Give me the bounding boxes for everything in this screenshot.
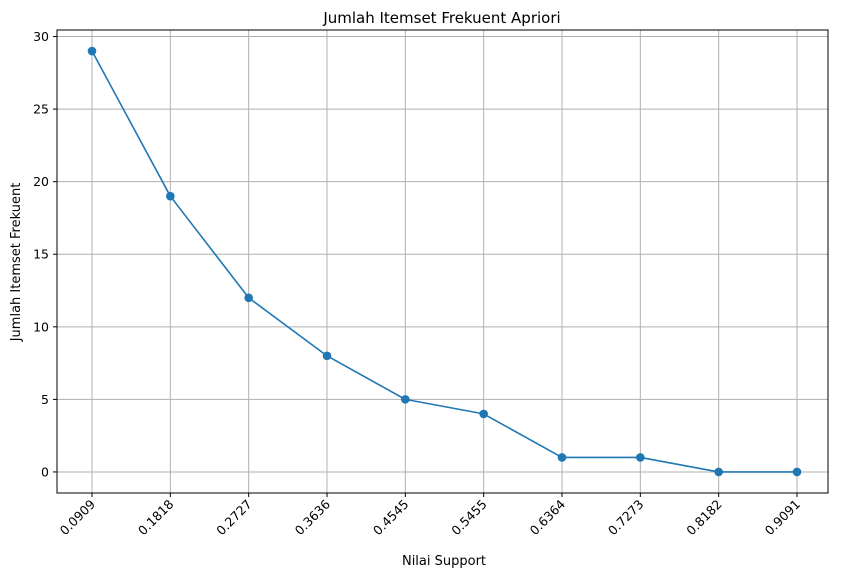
- x-tick-label: 0.0909: [57, 496, 99, 538]
- data-point-marker: [166, 191, 175, 201]
- x-tick-label: 0.7273: [605, 497, 647, 539]
- y-axis-label: Jumlah Itemset Frekuent: [9, 183, 24, 343]
- x-tick-label: 0.9091: [762, 497, 804, 539]
- data-point-marker: [87, 46, 97, 56]
- grid-lines: [57, 30, 828, 493]
- x-axis-label: Nilai Support: [402, 554, 486, 569]
- x-tick-label: 0.1818: [135, 496, 177, 538]
- x-tick-label: 0.4545: [370, 497, 412, 539]
- y-tick-label: 0: [41, 464, 49, 479]
- x-tick-label: 0.5455: [448, 497, 490, 539]
- data-point-marker: [714, 467, 723, 477]
- data-point-marker: [792, 467, 802, 477]
- x-tick-label: 0.6364: [527, 496, 569, 538]
- x-tick-label: 0.2727: [213, 497, 255, 539]
- y-tick-label: 25: [33, 102, 49, 117]
- y-tick-label: 10: [33, 319, 49, 334]
- axis-ticks: 0 5 10 15 20 25 30 0.0909 0.1818 0.2727 0.3636 0.45…: [33, 29, 803, 538]
- y-tick-label: 5: [41, 392, 49, 407]
- y-tick-label: 15: [33, 247, 49, 262]
- data-series: [87, 46, 802, 477]
- x-tick-label: 0.3636: [292, 496, 334, 538]
- y-tick-label: 20: [33, 174, 49, 189]
- series-line: [91, 50, 797, 473]
- data-point-marker: [557, 453, 567, 462]
- chart-title: Jumlah Itemset Frekuent Apriori: [322, 9, 560, 27]
- x-tick-label: 0.8182: [683, 497, 725, 539]
- plot-area-frame: [56, 29, 829, 494]
- data-point-marker: [322, 351, 332, 361]
- data-point-marker: [479, 409, 488, 419]
- data-point-marker: [244, 293, 253, 303]
- y-tick-label: 30: [33, 29, 49, 44]
- data-point-marker: [401, 395, 410, 404]
- data-point-marker: [636, 453, 645, 462]
